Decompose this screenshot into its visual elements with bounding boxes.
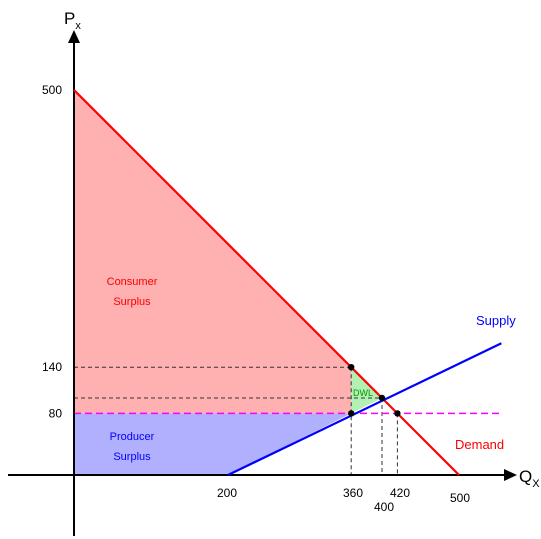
- supply-label: Supply: [476, 313, 516, 328]
- supply-line: [227, 342, 502, 476]
- deadweight-loss-area: [351, 367, 382, 414]
- x-tick-label-500: 500: [450, 491, 470, 505]
- consumer-surplus-label: Consumer Surplus: [107, 276, 158, 308]
- deadweight-loss-label: DWL: [353, 388, 373, 398]
- x-tick-label-360: 360: [343, 486, 363, 500]
- x-tick-label-420: 420: [390, 486, 410, 500]
- y-tick-label-80: 80: [49, 406, 63, 420]
- consumer-surplus-label-line-0: Consumer: [107, 276, 158, 288]
- regions-layer: [74, 90, 382, 475]
- y-tick-label-140: 140: [42, 360, 62, 374]
- producer-surplus-area: [74, 413, 352, 475]
- consumer-surplus-area: [74, 90, 352, 414]
- axes-layer: [8, 30, 517, 536]
- x-tick-label-400: 400: [374, 500, 394, 514]
- x-axis-title: QX: [519, 467, 540, 490]
- y-axis-title: Px: [64, 9, 81, 32]
- intersection-point-1: [348, 410, 355, 417]
- intersection-point-3: [394, 410, 401, 417]
- series-layer: [73, 89, 502, 476]
- x-axis-arrow-icon: [504, 469, 517, 481]
- intersection-point-0: [348, 364, 355, 371]
- producer-surplus-label-line-1: Surplus: [113, 451, 151, 463]
- guide-lines-layer: [74, 366, 499, 475]
- points-layer: [348, 364, 401, 417]
- producer-surplus-label: Producer Surplus: [110, 431, 155, 463]
- demand-label: Demand: [455, 437, 504, 452]
- demand-line: [73, 89, 460, 476]
- y-axis-arrow-icon: [68, 30, 80, 43]
- consumer-surplus-label-line-1: Surplus: [113, 296, 151, 308]
- intersection-point-2: [378, 394, 386, 402]
- x-tick-label-200: 200: [217, 486, 237, 500]
- y-tick-label-500: 500: [42, 83, 62, 97]
- producer-surplus-label-line-0: Producer: [110, 431, 155, 443]
